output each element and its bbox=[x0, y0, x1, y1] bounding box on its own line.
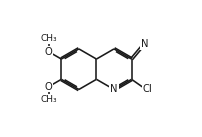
Text: CH₃: CH₃ bbox=[40, 34, 57, 43]
Text: N: N bbox=[110, 85, 118, 94]
Text: Cl: Cl bbox=[142, 84, 152, 94]
Text: O: O bbox=[45, 82, 53, 92]
Text: N: N bbox=[141, 39, 148, 49]
Text: CH₃: CH₃ bbox=[40, 95, 57, 104]
Text: O: O bbox=[45, 47, 53, 57]
